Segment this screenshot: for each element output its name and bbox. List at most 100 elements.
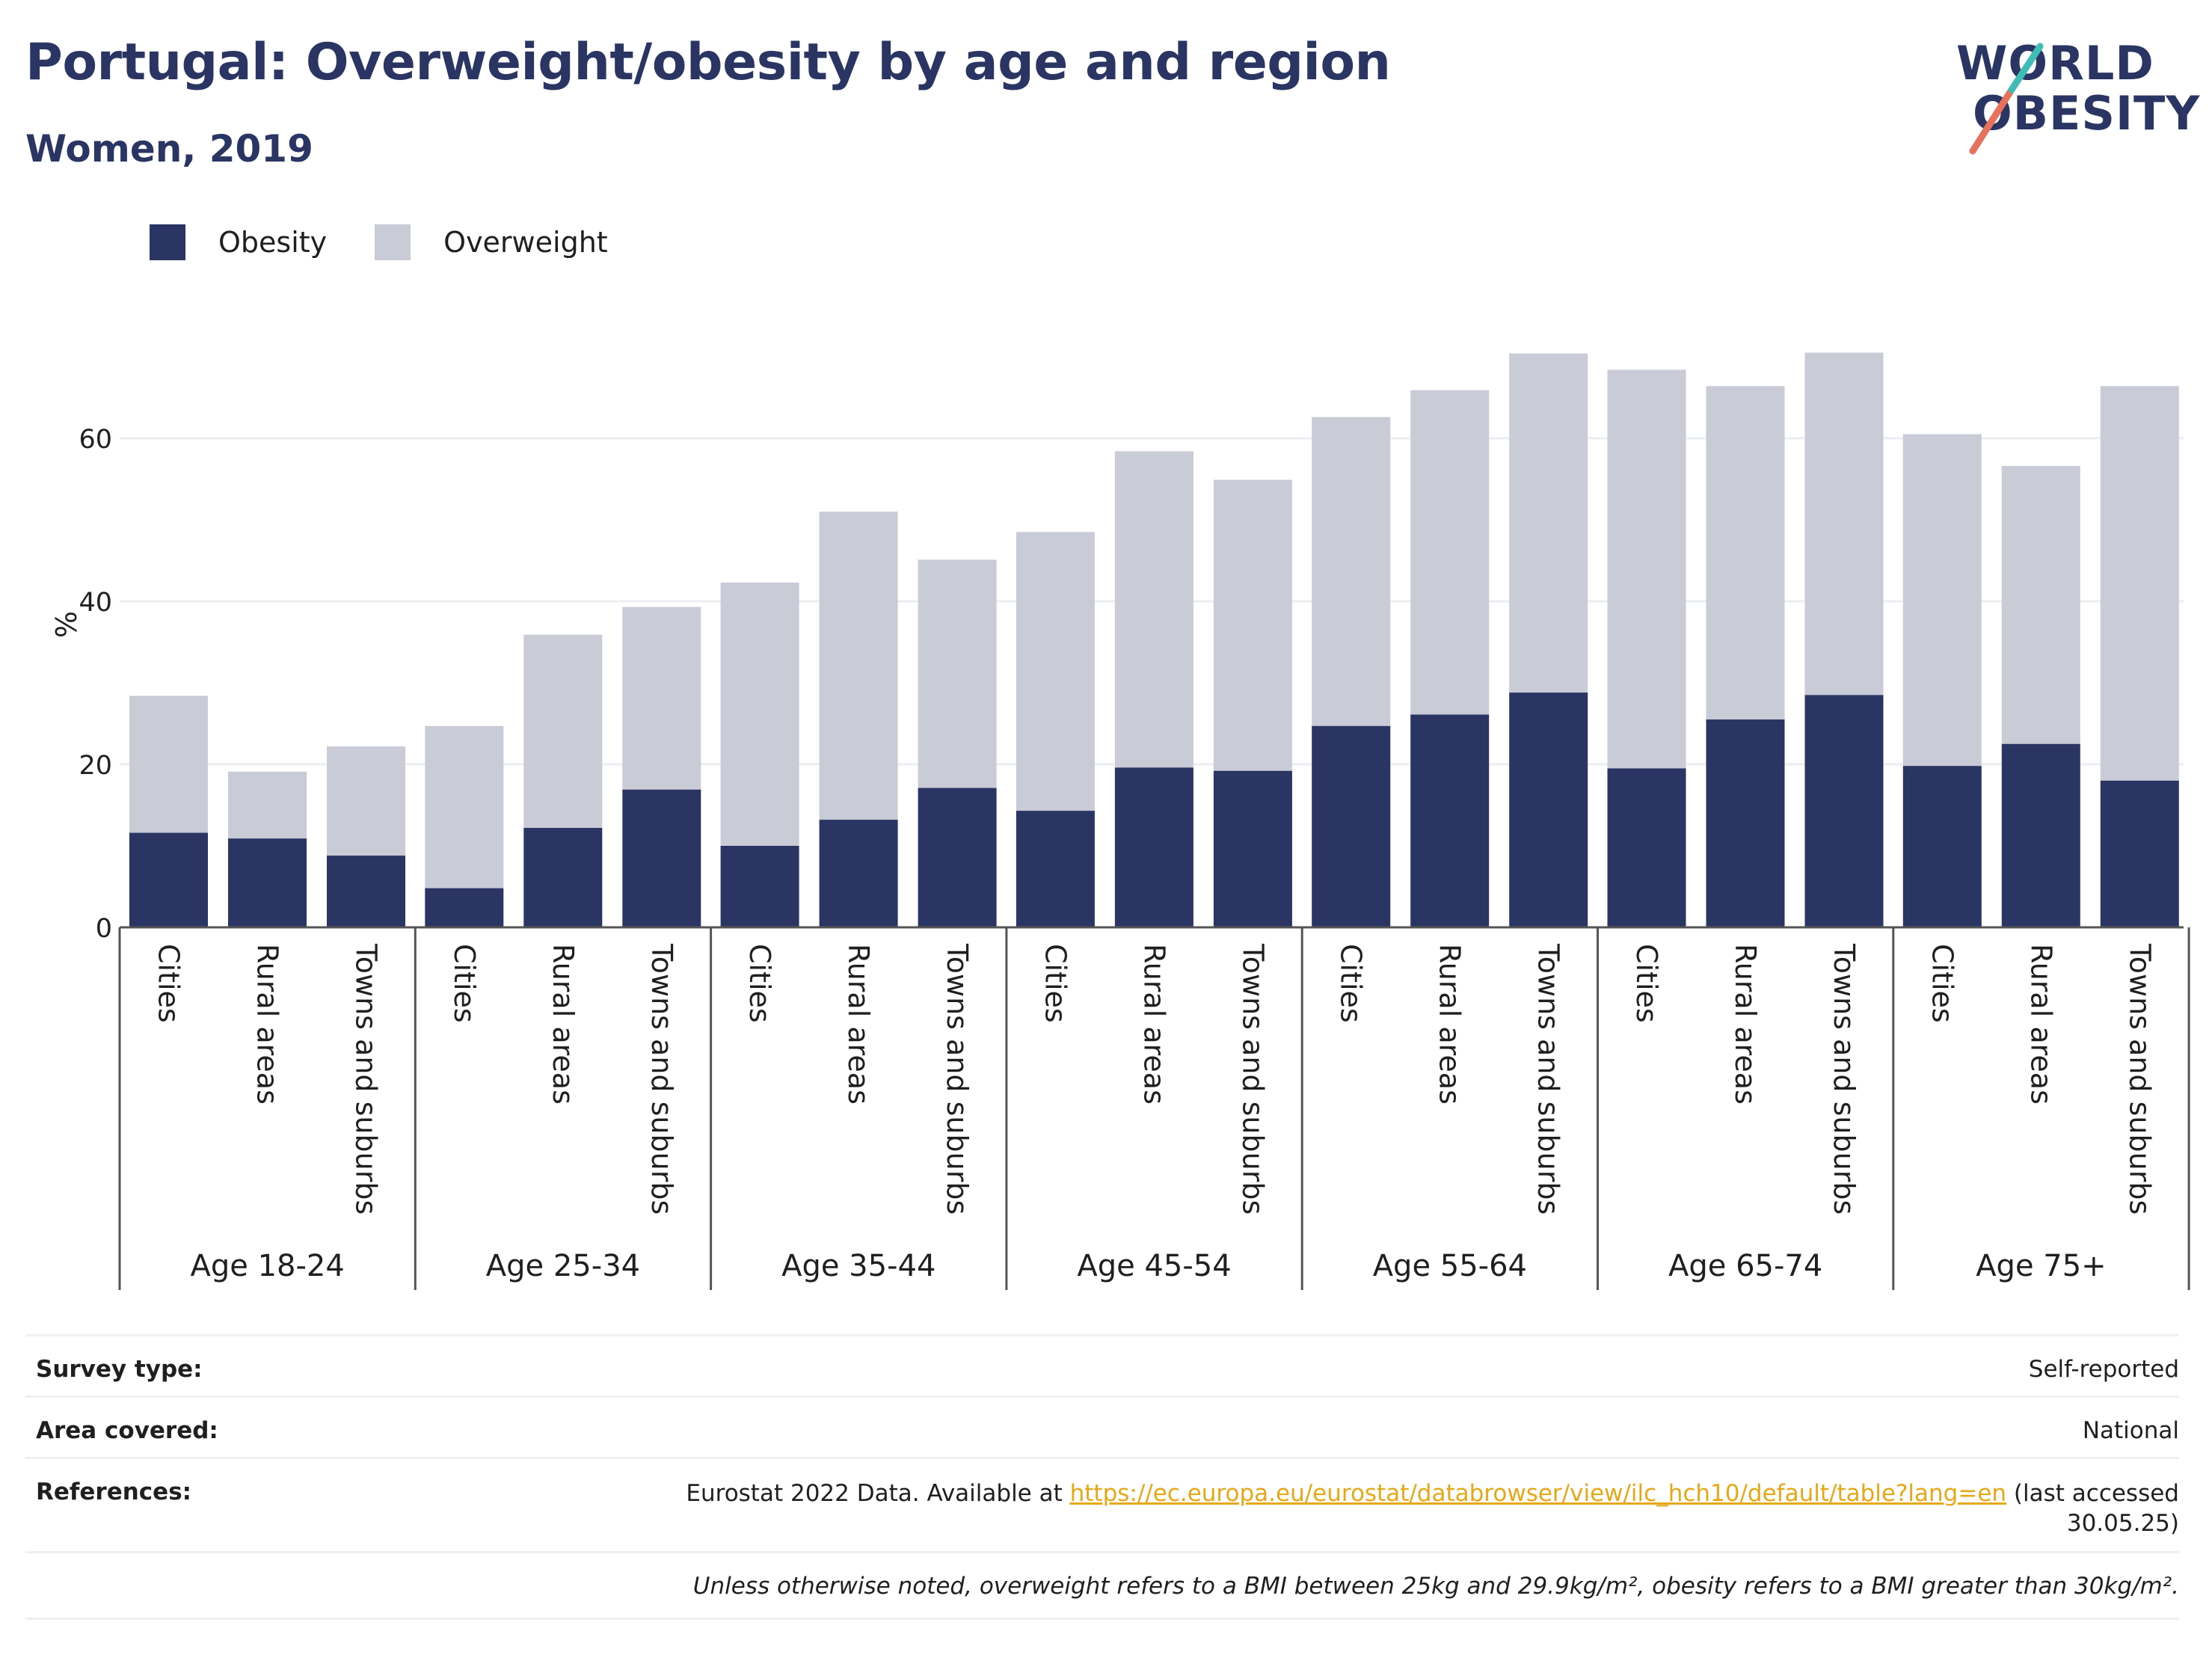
bar-overweight [720, 582, 799, 846]
references-date: 30.05.25) [2066, 1510, 2179, 1537]
bar-obesity [1312, 725, 1391, 927]
meta-row-area-covered: Area covered: National [25, 1395, 2179, 1459]
y-tick-label: 20 [79, 751, 112, 781]
survey-type-value: Self-reported [2028, 1356, 2179, 1383]
references-suffix: (last accessed [2006, 1480, 2179, 1507]
bar-obesity [523, 828, 603, 927]
x-tick-label: Cities [743, 944, 776, 1023]
meta-row-survey-type: Survey type: Self-reported [25, 1334, 2179, 1398]
group-label: Age 55-64 [1373, 1249, 1527, 1283]
x-tick-label: Towns and suburbs [1236, 943, 1269, 1215]
x-tick-label: Rural areas [842, 944, 875, 1105]
logo-word-world: WORLD [1956, 36, 2154, 90]
bar-obesity [228, 838, 307, 927]
bar-obesity [819, 820, 898, 927]
legend-label-overweight: Overweight [443, 226, 608, 259]
y-tick-label: 0 [96, 914, 112, 944]
meta-row-note: Unless otherwise noted, overweight refer… [25, 1551, 2179, 1620]
x-tick-label: Towns and suburbs [2123, 943, 2156, 1215]
meta-row-references: References: Eurostat 2022 Data. Availabl… [25, 1457, 2179, 1553]
bar-overweight [1706, 386, 1785, 720]
x-tick-label: Cities [1630, 944, 1663, 1023]
bar-obesity [1706, 719, 1785, 927]
legend-swatch-overweight [375, 224, 411, 260]
bar-overweight [1410, 390, 1490, 715]
y-tick-label: 40 [79, 588, 112, 618]
logo-slash-icon [1969, 43, 2044, 155]
survey-type-label: Survey type: [36, 1356, 203, 1383]
bar-obesity [1114, 767, 1193, 927]
bar-overweight [1607, 369, 1686, 769]
bar-overweight [1509, 353, 1588, 693]
bar-overweight [819, 512, 898, 820]
x-tick-label: Towns and suburbs [1828, 943, 1861, 1215]
bar-overweight [327, 746, 405, 856]
area-covered-value: National [2082, 1417, 2179, 1444]
bar-overweight [1114, 451, 1193, 768]
bar-overweight [425, 725, 504, 888]
bar-overweight [622, 607, 701, 790]
references-link[interactable]: https://ec.europa.eu/eurostat/databrowse… [1069, 1480, 2007, 1507]
bar-overweight [1902, 434, 1982, 767]
bar-obesity [622, 789, 701, 927]
bar-obesity [425, 888, 504, 927]
bar-overweight [2001, 466, 2080, 744]
bar-obesity [1410, 714, 1490, 927]
references-value: Eurostat 2022 Data. Available at https:/… [686, 1479, 2179, 1538]
x-tick-label: Rural areas [2024, 944, 2057, 1105]
bar-overweight [1804, 352, 1884, 696]
y-axis-label: % [49, 611, 82, 638]
group-label: Age 75+ [1976, 1249, 2107, 1283]
x-tick-label: Rural areas [1729, 944, 1762, 1105]
x-tick-label: Rural areas [1137, 944, 1170, 1105]
bar-obesity [1213, 770, 1292, 927]
bar-overweight [1213, 479, 1292, 771]
world-obesity-logo: WORLD OBESITY [1952, 30, 2199, 157]
chart-subtitle: Women, 2019 [25, 127, 313, 171]
x-tick-label: Cities [1335, 944, 1368, 1023]
x-tick-label: Towns and suburbs [645, 943, 678, 1215]
bar-obesity [327, 856, 405, 927]
group-label: Age 35-44 [781, 1249, 936, 1283]
x-tick-label: Cities [1039, 944, 1072, 1023]
x-tick-label: Rural areas [1434, 944, 1466, 1105]
legend-label-obesity: Obesity [218, 226, 328, 259]
bar-overweight [2100, 386, 2179, 781]
bmi-definition-note: Unless otherwise noted, overweight refer… [692, 1573, 2179, 1600]
bar-obesity [1804, 695, 1884, 927]
x-tick-label: Rural areas [251, 944, 284, 1105]
y-tick-label: 60 [79, 425, 112, 455]
bar-obesity [129, 832, 208, 927]
bar-overweight [1016, 532, 1095, 811]
group-label: Age 65-74 [1668, 1249, 1822, 1283]
bar-overweight [918, 559, 997, 788]
bar-obesity [2100, 780, 2179, 927]
bar-obesity [2001, 743, 2080, 927]
group-label: Age 25-34 [486, 1249, 640, 1283]
bar-obesity [720, 846, 799, 927]
x-tick-label: Cities [153, 944, 185, 1023]
bar-overweight [228, 771, 307, 839]
bar-obesity [1607, 768, 1686, 927]
references-prefix: Eurostat 2022 Data. Available at [686, 1480, 1070, 1507]
bar-obesity [1509, 693, 1588, 927]
legend-swatch-obesity [150, 224, 185, 260]
chart-title: Portugal: Overweight/obesity by age and … [25, 33, 1391, 92]
legend-item-obesity: Obesity [150, 224, 327, 260]
area-covered-label: Area covered: [36, 1417, 218, 1444]
x-tick-label: Towns and suburbs [941, 943, 974, 1215]
stacked-bar-chart: 0 20 40 60% Cities Rural areas Towns and subur… [49, 352, 2190, 1290]
bar-obesity [1902, 766, 1982, 927]
references-line: Eurostat 2022 Data. Available at https:/… [686, 1479, 2179, 1508]
x-tick-label: Cities [448, 944, 481, 1023]
x-tick-label: Cities [1926, 944, 1958, 1023]
bar-overweight [1312, 417, 1391, 726]
group-label: Age 45-54 [1077, 1249, 1231, 1283]
x-tick-label: Towns and suburbs [350, 943, 383, 1215]
x-tick-label: Rural areas [547, 944, 580, 1105]
references-label: References: [36, 1479, 192, 1505]
chart-legend: Obesity Overweight [150, 221, 608, 263]
group-label: Age 18-24 [190, 1249, 344, 1283]
x-tick-label: Towns and suburbs [1532, 943, 1565, 1215]
bar-overweight [523, 634, 603, 829]
